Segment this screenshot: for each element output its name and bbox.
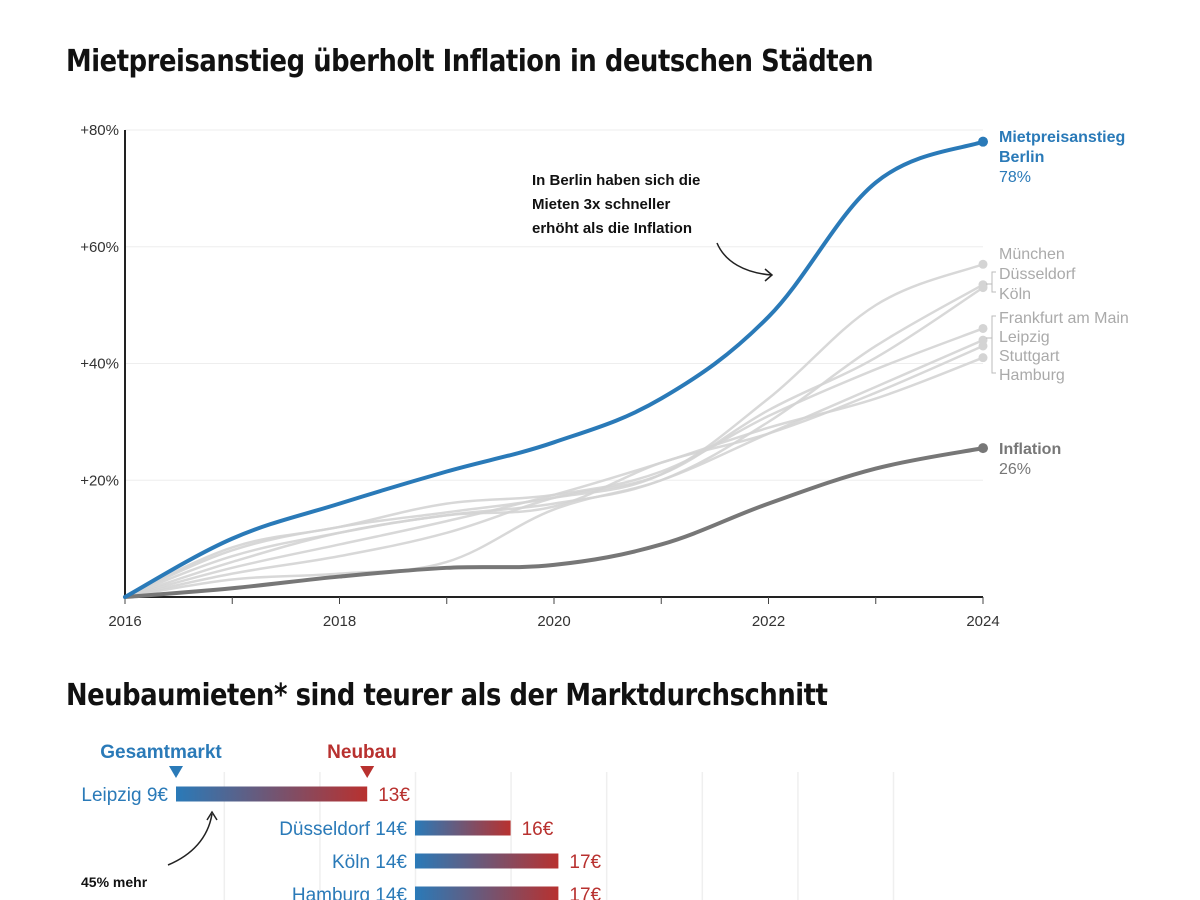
x-tick-label: 2020 — [537, 613, 570, 630]
bar-start-label: Hamburg 14€ — [292, 885, 408, 900]
series-endpoint-inflation — [978, 443, 988, 454]
berlin-label: Mietpreisanstieg — [999, 129, 1125, 146]
series-endpoint-stuttgart — [978, 341, 988, 351]
line-chart-title: Mietpreisanstieg überholt Inflation in d… — [66, 44, 874, 79]
series-line-leipzig — [123, 338, 985, 599]
annotation-arrowhead — [764, 268, 774, 282]
bar-annotation-arrow — [167, 813, 213, 866]
bar-koeln — [415, 853, 559, 869]
series-line-duesseldorf — [123, 283, 985, 599]
neubau-marker-icon — [360, 766, 375, 778]
bar-chart: Leipzig 9€ 13€ Düsseldorf 14€ 16€ Köln 14€ 17… — [81, 742, 895, 900]
inflation-value-label: 26% — [999, 461, 1031, 478]
bar-annotation-text: 45% mehr — [81, 874, 148, 890]
series-line-inflation — [123, 446, 985, 599]
bar-start-label: Köln 14€ — [332, 852, 407, 873]
y-tick-label: +60% — [80, 239, 119, 256]
line-chart: +20% +40% +60% +80% 2016 2018 2020 2022 2024 Miet… — [80, 122, 1129, 630]
bar-chart-title: Neubaumieten* sind teurer als der Marktd… — [66, 678, 828, 713]
label-bracket — [986, 315, 996, 374]
city-label-leipzig: Leipzig — [999, 329, 1050, 346]
bar-leipzig — [176, 786, 368, 802]
city-label-hamburg: Hamburg — [999, 367, 1065, 384]
bar-hamburg — [415, 886, 559, 900]
bar-duesseldorf — [415, 820, 511, 836]
annotation-text: erhöht als die Inflation — [532, 220, 692, 237]
series-endpoint-muenchen — [978, 259, 988, 269]
legend-gesamtmarkt: Gesamtmarkt — [100, 742, 222, 763]
legend-neubau: Neubau — [327, 742, 397, 763]
x-tick-label: 2018 — [323, 613, 356, 630]
x-tick-label: 2024 — [966, 613, 999, 630]
city-label-duesseldorf: Düsseldorf — [999, 266, 1076, 283]
series-line-hamburg — [123, 356, 985, 599]
series-line-koeln — [123, 286, 985, 599]
annotation-arrow — [716, 242, 773, 276]
bar-annotation-arrowhead — [206, 810, 218, 821]
series-endpoint-hamburg — [978, 353, 988, 363]
series-endpoint-koeln — [978, 283, 988, 293]
x-tick-label: 2016 — [108, 613, 141, 630]
series-endpoint-mietpreisanstieg-berlin — [978, 136, 988, 147]
city-label-stuttgart: Stuttgart — [999, 348, 1060, 365]
bar-end-label: 13€ — [378, 785, 410, 806]
city-label-koeln: Köln — [999, 286, 1031, 303]
x-tick-label: 2022 — [752, 613, 785, 630]
berlin-value-label: 78% — [999, 169, 1031, 186]
bar-start-label: Leipzig 9€ — [81, 785, 168, 806]
y-tick-label: +40% — [80, 356, 119, 373]
gesamtmarkt-marker-icon — [169, 766, 183, 778]
bar-end-label: 16€ — [522, 819, 554, 840]
series-endpoint-frankfurt-am-main — [978, 323, 988, 333]
city-label-muenchen: München — [999, 246, 1065, 263]
series-line-muenchen — [123, 263, 985, 599]
label-bracket — [986, 271, 996, 293]
series-line-mietpreisanstieg-berlin — [123, 139, 985, 599]
series-line-stuttgart — [123, 344, 985, 599]
y-tick-label: +20% — [80, 472, 119, 489]
y-tick-label: +80% — [80, 122, 119, 139]
berlin-label: Berlin — [999, 149, 1044, 166]
bar-start-label: Düsseldorf 14€ — [279, 819, 407, 840]
annotation-text: In Berlin haben sich die — [532, 172, 700, 189]
annotation-text: Mieten 3x schneller — [532, 196, 671, 213]
bar-end-label: 17€ — [569, 852, 601, 873]
bar-end-label: 17€ — [569, 885, 601, 900]
city-label-frankfurt-am-main: Frankfurt am Main — [999, 310, 1129, 327]
inflation-label: Inflation — [999, 441, 1061, 458]
